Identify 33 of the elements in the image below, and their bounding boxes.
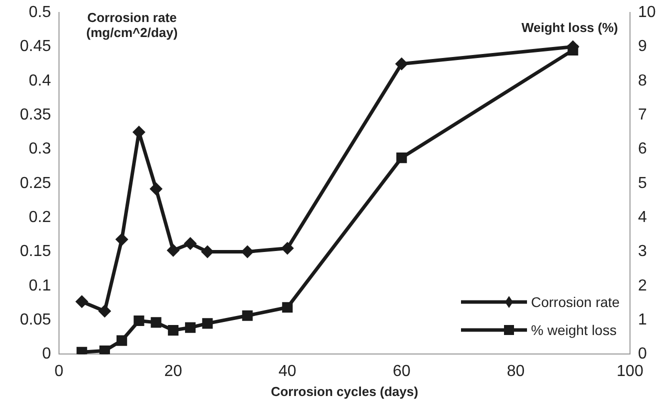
y-tick-label: 0.1 [28,277,52,294]
y-tick-label: 0 [42,346,52,363]
y-tick-label: 0.45 [20,38,52,56]
y-tick-label: 0.25 [20,174,52,192]
x-tick-label: 40 [278,363,296,380]
y-tick-label: 0.2 [28,208,52,226]
y2-tick-label: 7 [638,106,647,124]
y-tick-label: 0.15 [20,243,52,260]
x-axis-title: Corrosion cycles (days) [270,384,418,399]
x-tick-label: 100 [616,363,644,380]
y-tick-label: 0.35 [20,106,52,124]
y2-tick-label: 5 [638,174,647,192]
y2-tick-label: 2 [638,277,647,294]
y2-tick-label: 8 [638,72,647,90]
y-tick-label: 0.4 [28,72,52,90]
x-tick-label: 0 [54,363,64,380]
legend-label: Corrosion rate [531,294,620,310]
y2-tick-label: 10 [638,4,656,22]
y2-tick-label: 4 [638,208,647,226]
y2-tick-label: 6 [638,140,647,158]
y2-tick-label: 0 [638,346,647,363]
x-tick-label: 80 [506,363,525,380]
y-axis-title: Corrosion rate (mg/cm^2/day) [85,10,179,40]
y-tick-label: 0.05 [20,311,52,328]
y2-tick-label: 3 [638,243,647,260]
y2-tick-label: 9 [638,38,647,56]
x-tick-label: 20 [164,363,182,380]
x-tick-label: 60 [392,363,411,380]
y2-tick-label: 1 [638,311,647,328]
y-tick-label: 0.5 [28,4,52,22]
legend-label: % weight loss [531,322,617,338]
y2-axis-title: Weight loss (%) [521,20,618,35]
y-tick-label: 0.3 [28,140,52,158]
